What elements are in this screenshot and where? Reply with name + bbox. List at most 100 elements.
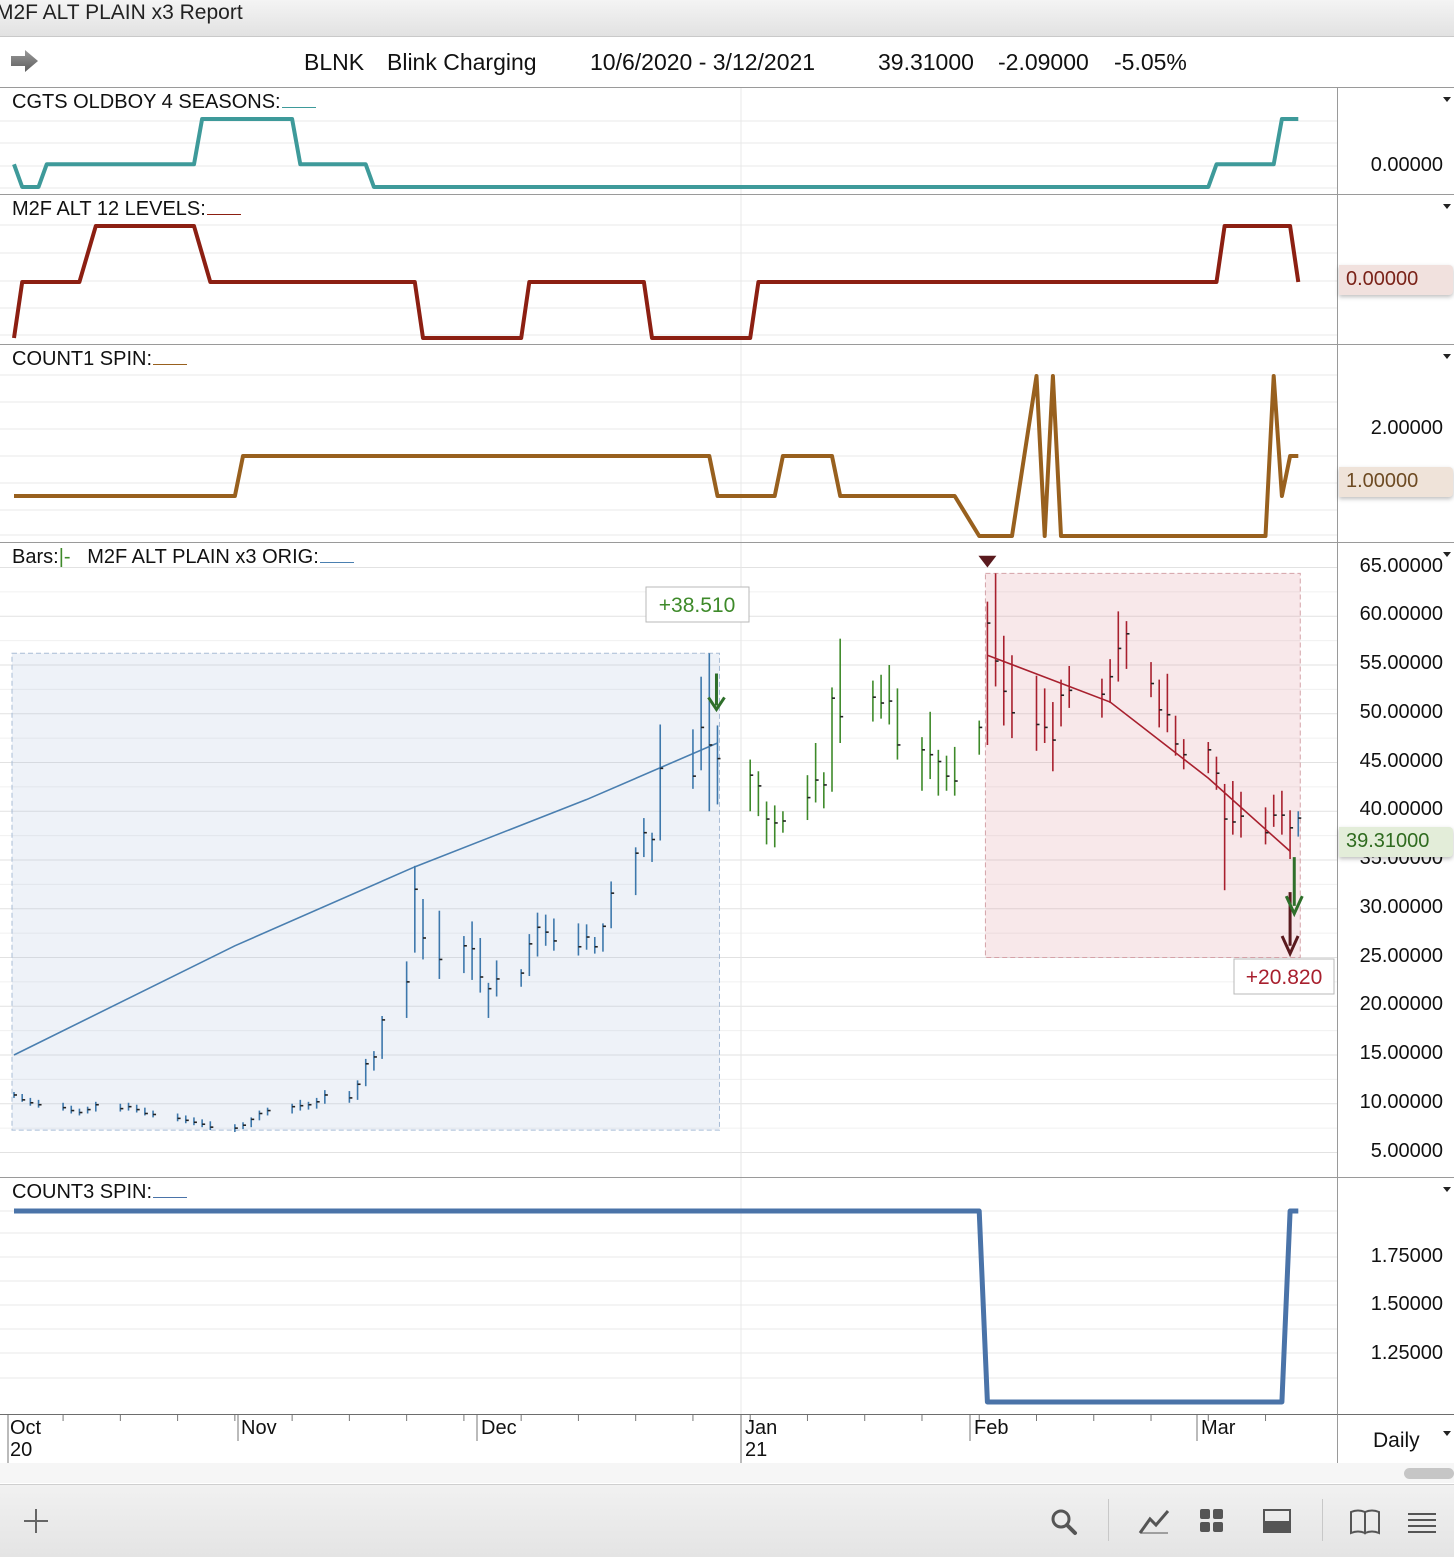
chart-line-icon[interactable] [1138, 1507, 1170, 1537]
search-icon[interactable] [1049, 1507, 1079, 1537]
pane-12-levels[interactable]: M2F ALT 12 LEVELS: [0, 195, 1337, 345]
price-label: Bars:|- M2F ALT PLAIN x3 ORIG: [12, 546, 354, 569]
count1-spin-line [14, 374, 1299, 538]
price-bar [814, 743, 819, 803]
arrow-right-icon[interactable] [10, 49, 40, 73]
price-bar [888, 665, 893, 725]
price-bar [471, 921, 476, 980]
price-bar [1125, 621, 1130, 669]
pane-price[interactable]: +38.510 +20.820 Bars:|- M2F ALT PLAIN x3… [0, 543, 1337, 1178]
window-layout-icon[interactable] [1262, 1507, 1292, 1537]
dropdown-icon[interactable] [1443, 204, 1451, 209]
trend-line-segment [987, 654, 1291, 852]
red-profit-label: +20.820 [1233, 958, 1335, 995]
price-bar [1068, 665, 1073, 708]
grid-layout-icon[interactable] [1198, 1507, 1226, 1537]
price-bar [193, 1117, 197, 1126]
month-label: Feb [974, 1417, 1009, 1439]
price-bar [757, 771, 762, 817]
scrollbar-thumb[interactable] [1404, 1468, 1454, 1479]
time-axis[interactable]: Oct Nov Dec Jan Feb Mar 20 21 [0, 1414, 1337, 1463]
axis-count3: 1.75000 1.50000 1.25000 [1337, 1178, 1454, 1414]
count1-grid [0, 345, 1337, 542]
window-title: M2F ALT PLAIN x3 Report [0, 1, 243, 24]
green-profit-text: +38.510 [659, 594, 736, 617]
pane-count3-spin[interactable]: COUNT3 SPIN: [0, 1178, 1337, 1414]
price-axis-tick: 45.00000 [1359, 749, 1443, 772]
dropdown-icon[interactable] [1443, 552, 1451, 557]
book-icon[interactable] [1349, 1507, 1383, 1537]
period-selector[interactable]: Daily [1337, 1414, 1454, 1463]
price-bar [1150, 662, 1155, 698]
price-bar [1043, 688, 1048, 743]
price-bar [356, 1080, 361, 1100]
levels-label: M2F ALT 12 LEVELS: [12, 198, 241, 221]
price-bar [1052, 702, 1056, 772]
price-bar [659, 724, 664, 841]
count1-label: COUNT1 SPIN: [12, 348, 188, 371]
price-bar [1182, 739, 1187, 770]
price-bar [1002, 635, 1007, 726]
price-axis-tick: 65.00000 [1359, 554, 1443, 577]
price-bar [21, 1094, 26, 1102]
dropdown-icon[interactable] [1443, 1187, 1451, 1192]
price-bar [708, 653, 713, 812]
price-axis-tick: 15.00000 [1359, 1042, 1443, 1064]
price-bar [1272, 794, 1277, 827]
price-bar [299, 1099, 304, 1111]
levels-line [12, 224, 1301, 340]
price-bar [1232, 781, 1236, 835]
top-signal-marker [978, 555, 997, 568]
price-bar [651, 832, 656, 862]
price-bar [986, 601, 991, 745]
price-bar [937, 749, 942, 796]
price-bar [184, 1115, 189, 1124]
price-bar [266, 1107, 271, 1116]
price-bar [152, 1110, 157, 1118]
price-chart[interactable]: +38.510 +20.820 [0, 543, 1337, 1177]
price-bar [479, 938, 484, 993]
dropdown-icon[interactable] [1443, 354, 1451, 359]
price-bar [250, 1117, 255, 1128]
pane-oldboy-seasons[interactable]: CGTS OLDBOY 4 SEASONS: [0, 88, 1337, 195]
horizontal-scrollbar[interactable] [0, 1463, 1454, 1483]
dropdown-icon[interactable] [1443, 1431, 1451, 1436]
price-bar [1264, 807, 1269, 845]
price-bar [364, 1058, 369, 1087]
add-icon[interactable] [22, 1507, 50, 1535]
price-axis-tick: 5.00000 [1370, 1139, 1443, 1162]
bottom-toolbar [0, 1484, 1454, 1557]
price-axis-tick: 20.00000 [1359, 993, 1443, 1016]
dropdown-icon[interactable] [1443, 97, 1451, 102]
price-bar [1109, 659, 1114, 704]
price-bar [414, 865, 418, 953]
axis-tick: 1.50000 [1370, 1293, 1443, 1315]
price-bar [700, 676, 705, 771]
price-bar [348, 1091, 353, 1103]
date-range: 10/6/2020 - 3/12/2021 [590, 49, 816, 75]
price-bar [258, 1110, 263, 1121]
price-bar [593, 937, 598, 954]
red-signal-region [984, 572, 1301, 958]
price-bar [577, 923, 582, 956]
price-bar [749, 759, 754, 812]
price-bar [994, 573, 999, 687]
price-bar [1117, 611, 1122, 682]
price-change-percent: -5.05% [1114, 49, 1187, 75]
price-bar [643, 818, 647, 858]
price-bar [831, 687, 835, 792]
pane-count1-spin[interactable]: COUNT1 SPIN: [0, 345, 1337, 543]
price-axis-tick: 25.00000 [1359, 944, 1443, 967]
price-bar [585, 924, 590, 950]
price-bar [324, 1090, 328, 1104]
symbol-info-bar: BLNK Blink Charging 10/6/2020 - 3/12/202… [0, 37, 1454, 88]
price-bar [978, 720, 983, 755]
count3-label: COUNT3 SPIN: [12, 1181, 188, 1204]
time-axis-ticks [7, 1415, 1267, 1463]
price-bar [528, 934, 533, 977]
menu-icon[interactable] [1406, 1507, 1438, 1537]
price-bar [487, 982, 492, 1018]
price-bar [1215, 756, 1220, 790]
period-label: Daily [1373, 1429, 1420, 1452]
price-bar [1240, 791, 1244, 838]
